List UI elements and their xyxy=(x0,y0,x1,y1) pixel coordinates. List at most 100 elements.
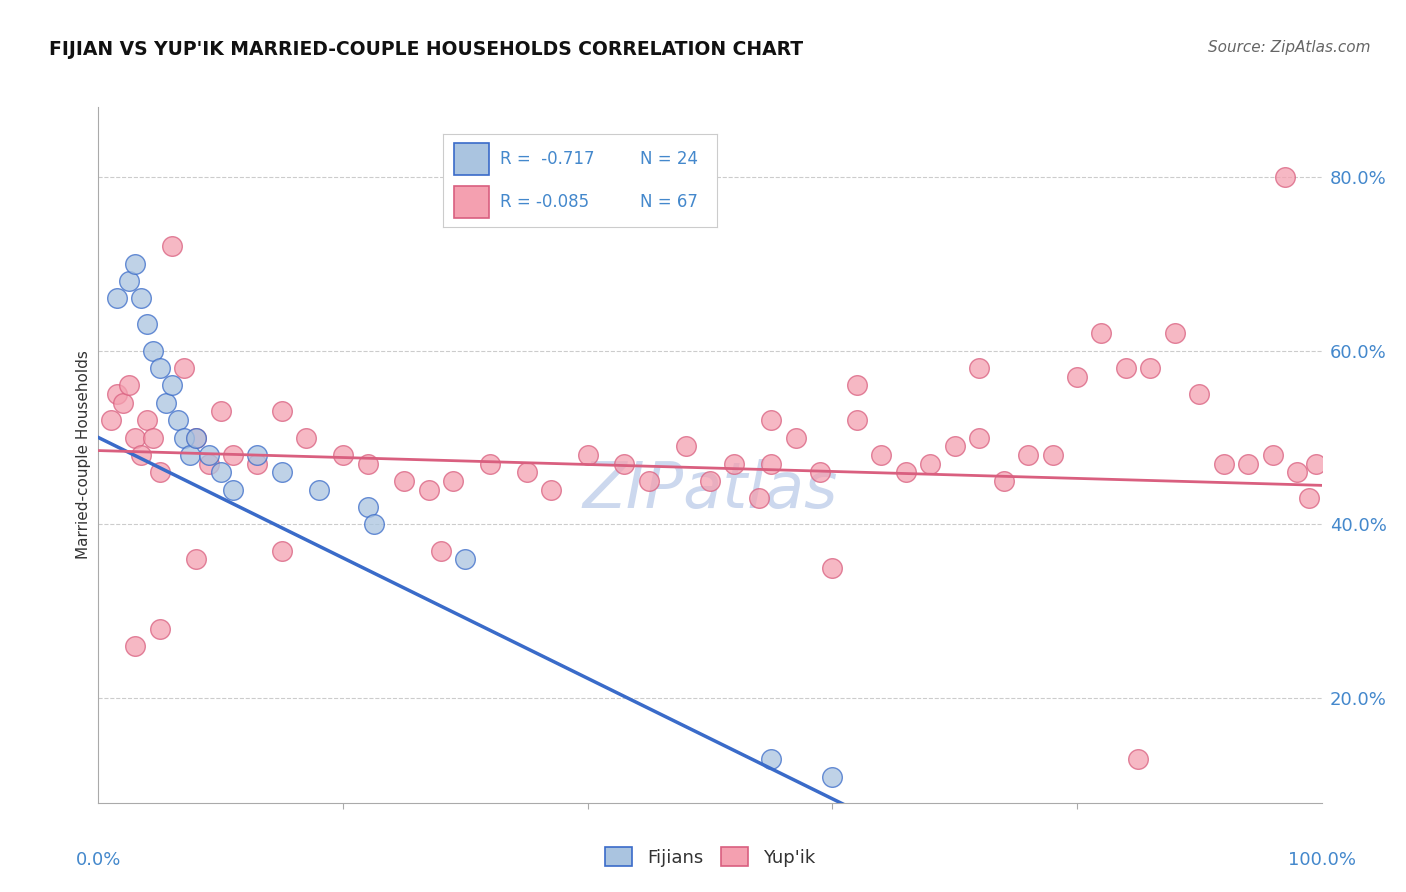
Point xyxy=(111,395,134,409)
Text: R =  -0.717: R = -0.717 xyxy=(501,150,595,168)
Point xyxy=(430,543,453,558)
Point xyxy=(675,439,697,453)
Point xyxy=(246,457,269,471)
Point xyxy=(392,474,416,488)
Point xyxy=(845,378,868,392)
FancyBboxPatch shape xyxy=(454,186,489,219)
Point xyxy=(167,413,190,427)
Point xyxy=(124,430,146,444)
Point xyxy=(270,543,294,558)
Point xyxy=(186,552,208,566)
Point xyxy=(1090,326,1112,340)
Point xyxy=(129,291,152,305)
Point xyxy=(155,395,177,409)
Point xyxy=(118,274,141,288)
Point xyxy=(1286,466,1309,480)
Text: FIJIAN VS YUP'IK MARRIED-COUPLE HOUSEHOLDS CORRELATION CHART: FIJIAN VS YUP'IK MARRIED-COUPLE HOUSEHOL… xyxy=(49,40,803,59)
Point xyxy=(1017,448,1039,462)
Point xyxy=(576,448,599,462)
Point xyxy=(699,474,721,488)
Point xyxy=(118,378,141,392)
Point xyxy=(761,413,783,427)
Point xyxy=(149,622,172,636)
Point xyxy=(209,404,232,418)
Point xyxy=(295,430,318,444)
Point xyxy=(124,256,146,270)
Point xyxy=(136,318,159,332)
Point xyxy=(173,360,195,375)
Point xyxy=(149,466,172,480)
Point xyxy=(1274,169,1296,184)
Point xyxy=(1261,448,1284,462)
Point xyxy=(478,457,501,471)
Point xyxy=(943,439,966,453)
Point xyxy=(894,466,917,480)
Point xyxy=(1305,457,1327,471)
Legend: Fijians, Yup'ik: Fijians, Yup'ik xyxy=(598,840,823,874)
Point xyxy=(821,561,844,575)
Point xyxy=(222,483,245,497)
Point xyxy=(142,430,165,444)
Point xyxy=(160,378,183,392)
Point xyxy=(332,448,354,462)
Point xyxy=(179,448,201,462)
Point xyxy=(129,448,152,462)
Point xyxy=(246,448,269,462)
Point xyxy=(1115,360,1137,375)
Point xyxy=(821,770,844,784)
Point xyxy=(209,466,232,480)
Point xyxy=(761,457,783,471)
Point xyxy=(356,457,378,471)
Point xyxy=(761,752,783,766)
Text: 0.0%: 0.0% xyxy=(76,851,121,869)
Point xyxy=(356,500,378,514)
Point xyxy=(967,430,990,444)
Point xyxy=(308,483,330,497)
Point xyxy=(124,639,146,653)
Point xyxy=(418,483,440,497)
Point xyxy=(186,430,208,444)
Point xyxy=(808,466,831,480)
Point xyxy=(197,457,219,471)
Point xyxy=(270,404,294,418)
Text: Source: ZipAtlas.com: Source: ZipAtlas.com xyxy=(1208,40,1371,55)
Text: 100.0%: 100.0% xyxy=(1288,851,1355,869)
Point xyxy=(142,343,165,358)
Point xyxy=(100,413,122,427)
Point xyxy=(1237,457,1260,471)
Point xyxy=(1066,369,1088,384)
Point xyxy=(920,457,942,471)
Point xyxy=(1128,752,1150,766)
Point xyxy=(149,360,172,375)
Point xyxy=(845,413,868,427)
Point xyxy=(1042,448,1064,462)
Point xyxy=(1298,491,1320,506)
Point xyxy=(160,239,183,253)
Point xyxy=(967,360,990,375)
Point xyxy=(105,387,128,401)
FancyBboxPatch shape xyxy=(454,144,489,175)
Point xyxy=(197,448,219,462)
Point xyxy=(993,474,1015,488)
Point xyxy=(270,466,294,480)
Point xyxy=(186,430,208,444)
Point xyxy=(441,474,464,488)
Text: ZIPatlas: ZIPatlas xyxy=(582,458,838,521)
Point xyxy=(1188,387,1211,401)
Point xyxy=(613,457,636,471)
Point xyxy=(723,457,745,471)
Point xyxy=(363,517,385,532)
Point xyxy=(748,491,770,506)
Point xyxy=(540,483,562,497)
Text: R = -0.085: R = -0.085 xyxy=(501,194,589,211)
Point xyxy=(785,430,807,444)
Text: N = 67: N = 67 xyxy=(640,194,699,211)
Point xyxy=(870,448,893,462)
Point xyxy=(173,430,195,444)
Point xyxy=(1212,457,1234,471)
Point xyxy=(454,552,477,566)
Point xyxy=(105,291,128,305)
Point xyxy=(136,413,159,427)
Point xyxy=(222,448,245,462)
Point xyxy=(1139,360,1161,375)
